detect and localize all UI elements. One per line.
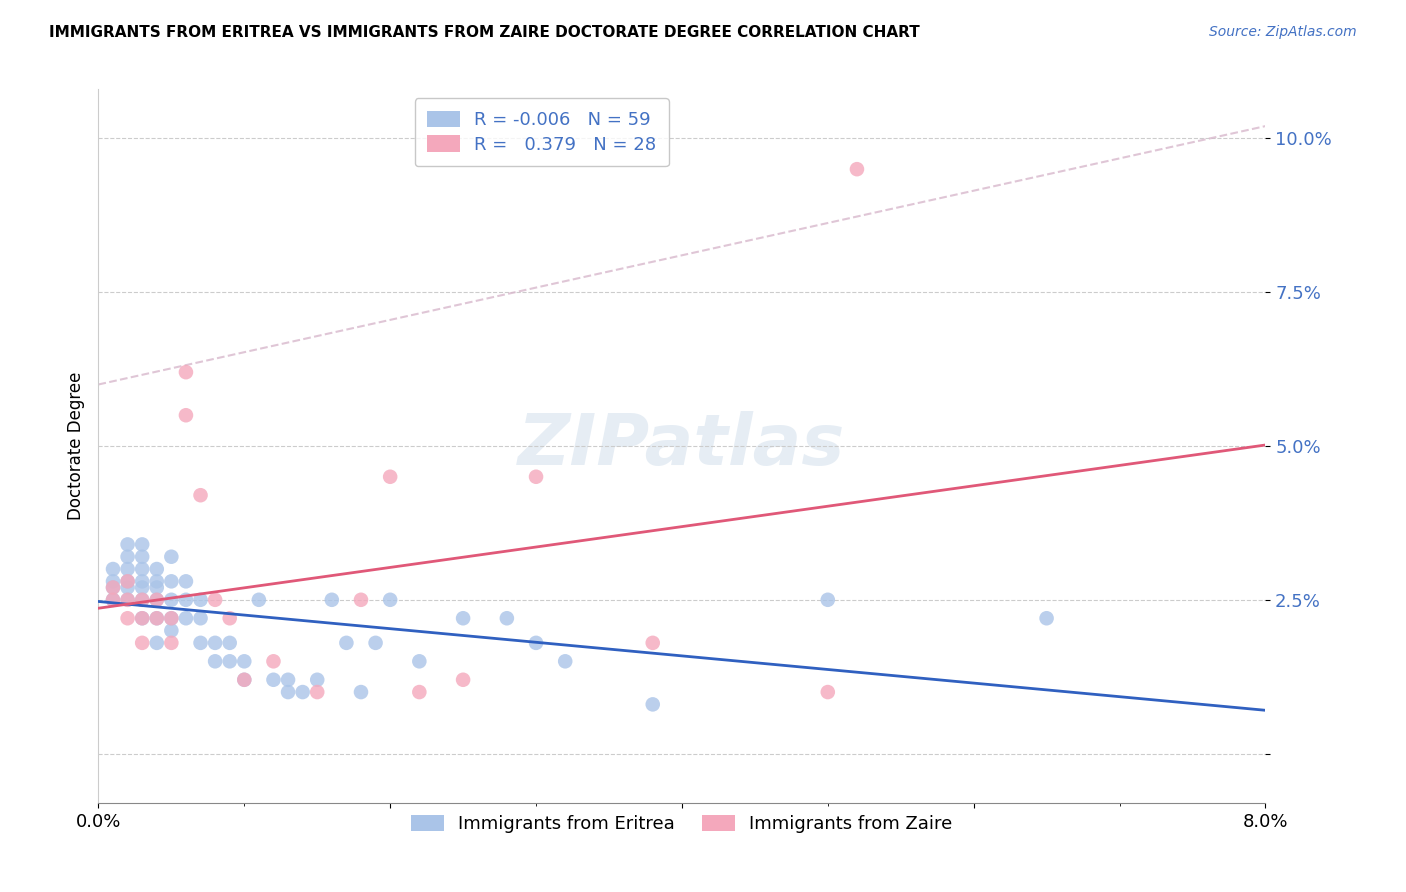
Point [204, 654, 226, 668]
Point [117, 549, 139, 564]
Point [146, 636, 169, 650]
Point [146, 592, 169, 607]
Point [160, 611, 183, 625]
Point [131, 611, 153, 625]
Point [307, 685, 329, 699]
Point [554, 654, 576, 668]
Point [190, 592, 212, 607]
Point [350, 592, 373, 607]
Point [380, 469, 402, 483]
Point [101, 592, 124, 607]
Point [204, 592, 226, 607]
Point [146, 562, 169, 576]
Point [524, 636, 547, 650]
Point [451, 611, 474, 625]
Point [131, 574, 153, 589]
Point [117, 574, 139, 589]
Point [233, 673, 256, 687]
Point [117, 537, 139, 551]
Point [117, 611, 139, 625]
Point [146, 574, 169, 589]
Point [1035, 611, 1057, 625]
Point [101, 562, 124, 576]
Point [174, 409, 197, 423]
Point [174, 611, 197, 625]
Point [174, 365, 197, 379]
Point [160, 636, 183, 650]
Point [146, 611, 169, 625]
Point [131, 611, 153, 625]
Point [131, 537, 153, 551]
Point [131, 562, 153, 576]
Point [117, 562, 139, 576]
Point [291, 685, 314, 699]
Point [408, 654, 430, 668]
Point [218, 654, 240, 668]
Point [160, 574, 183, 589]
Point [817, 592, 839, 607]
Point [335, 636, 357, 650]
Point [190, 488, 212, 502]
Point [174, 574, 197, 589]
Point [204, 636, 226, 650]
Point [131, 549, 153, 564]
Point [218, 636, 240, 650]
Point [131, 592, 153, 607]
Point [233, 673, 256, 687]
Point [174, 592, 197, 607]
Point [146, 611, 169, 625]
Point [160, 624, 183, 638]
Y-axis label: Doctorate Degree: Doctorate Degree [66, 372, 84, 520]
Point [190, 611, 212, 625]
Text: ZIPatlas: ZIPatlas [519, 411, 845, 481]
Point [277, 685, 299, 699]
Point [117, 592, 139, 607]
Point [117, 592, 139, 607]
Point [641, 636, 664, 650]
Point [350, 685, 373, 699]
Point [160, 592, 183, 607]
Point [233, 654, 256, 668]
Point [101, 592, 124, 607]
Point [146, 581, 169, 595]
Point [160, 549, 183, 564]
Point [845, 162, 868, 177]
Point [218, 611, 240, 625]
Point [101, 581, 124, 595]
Point [817, 685, 839, 699]
Legend: Immigrants from Eritrea, Immigrants from Zaire: Immigrants from Eritrea, Immigrants from… [401, 804, 963, 844]
Point [277, 673, 299, 687]
Point [451, 673, 474, 687]
Point [117, 574, 139, 589]
Point [101, 574, 124, 589]
Text: Source: ZipAtlas.com: Source: ZipAtlas.com [1209, 25, 1357, 39]
Point [496, 611, 519, 625]
Point [364, 636, 387, 650]
Point [160, 611, 183, 625]
Text: IMMIGRANTS FROM ERITREA VS IMMIGRANTS FROM ZAIRE DOCTORATE DEGREE CORRELATION CH: IMMIGRANTS FROM ERITREA VS IMMIGRANTS FR… [49, 25, 920, 40]
Point [262, 654, 284, 668]
Point [131, 636, 153, 650]
Point [380, 592, 402, 607]
Point [321, 592, 343, 607]
Point [641, 698, 664, 712]
Point [131, 581, 153, 595]
Point [131, 592, 153, 607]
Point [307, 673, 329, 687]
Point [190, 636, 212, 650]
Point [408, 685, 430, 699]
Point [262, 673, 284, 687]
Point [117, 581, 139, 595]
Point [146, 592, 169, 607]
Point [247, 592, 270, 607]
Point [101, 581, 124, 595]
Point [524, 469, 547, 483]
